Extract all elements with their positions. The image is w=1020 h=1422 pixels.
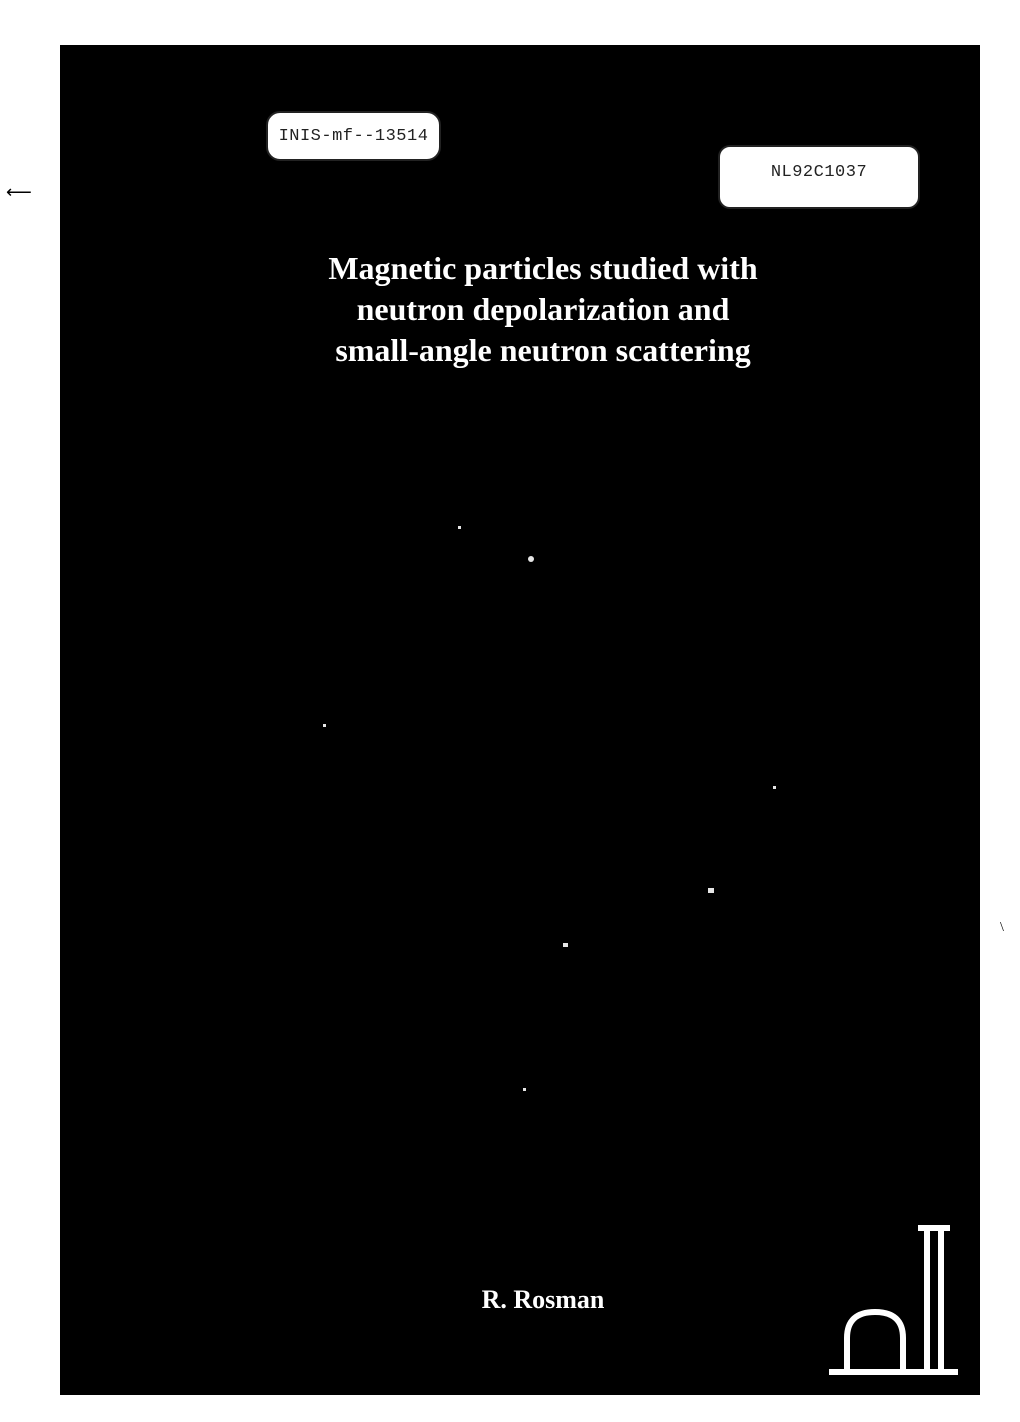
scan-speck — [563, 943, 568, 947]
scan-speck — [323, 724, 326, 727]
scan-speck — [458, 526, 461, 529]
scan-speck — [528, 556, 534, 562]
secondary-code-text: NL92C1037 — [771, 163, 867, 182]
scan-artifact: ⟵ — [6, 182, 32, 203]
title-line-2: neutron depolarization and — [213, 289, 873, 330]
scan-speck — [773, 786, 776, 789]
publisher-logo-icon — [829, 1220, 959, 1380]
scan-speck — [708, 888, 714, 893]
title-line-1: Magnetic particles studied with — [213, 248, 873, 289]
scan-speck — [523, 1088, 526, 1091]
author-name: R. Rosman — [363, 1285, 723, 1315]
title-line-3: small-angle neutron scattering — [213, 330, 873, 371]
secondary-code-label: NL92C1037 — [718, 145, 920, 209]
report-code-label: INIS-mf--13514 — [266, 111, 441, 161]
document-title: Magnetic particles studied with neutron … — [213, 248, 873, 371]
scan-artifact: \ — [1000, 920, 1004, 936]
cover-page: INIS-mf--13514 NL92C1037 Magnetic partic… — [60, 45, 980, 1395]
report-code-text: INIS-mf--13514 — [279, 127, 429, 146]
